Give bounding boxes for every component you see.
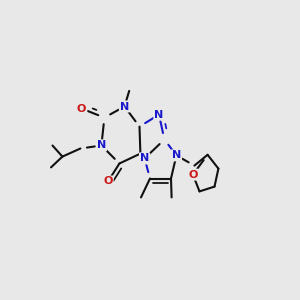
- Text: N: N: [120, 101, 129, 112]
- Text: O: O: [103, 176, 113, 187]
- Text: N: N: [154, 110, 164, 120]
- Text: N: N: [172, 150, 181, 161]
- Text: N: N: [97, 140, 106, 151]
- Text: O: O: [188, 169, 198, 180]
- Text: N: N: [140, 153, 149, 164]
- Text: O: O: [77, 103, 86, 114]
